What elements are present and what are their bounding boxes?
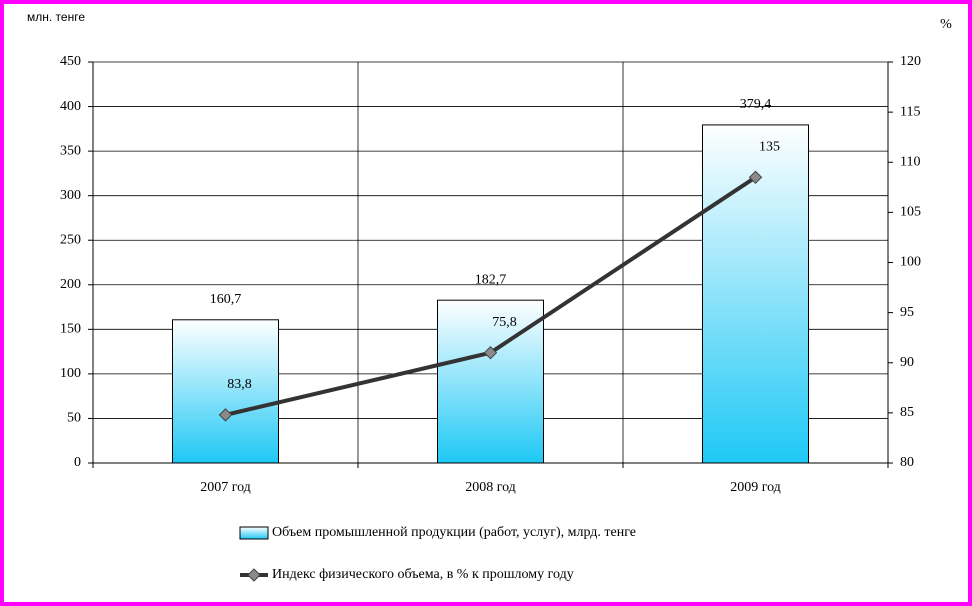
data-label: 379,4 (740, 97, 772, 112)
y2-axis-label: % (940, 17, 952, 32)
y-tick-label: 100 (60, 366, 81, 381)
bar (172, 319, 279, 464)
legend-label: Индекс физического объема, в % к прошлом… (272, 567, 574, 582)
y-tick-label: 350 (60, 143, 81, 158)
marker (748, 170, 763, 184)
y-tick-label: 0 (74, 455, 81, 470)
y2-tick-label: 120 (900, 54, 921, 69)
data-label: 160,7 (210, 292, 242, 307)
bar (437, 299, 544, 464)
data-label: 182,7 (475, 272, 507, 287)
annotation: 83,8 (227, 377, 252, 392)
y-tick-label: 150 (60, 322, 81, 337)
x-tick-label: 2008 год (465, 480, 516, 495)
y2-tick-label: 85 (900, 405, 914, 420)
y-tick-label: 250 (60, 232, 81, 247)
x-tick-label: 2009 год (730, 480, 781, 495)
y2-tick-label: 90 (900, 355, 914, 370)
y2-tick-label: 95 (900, 305, 914, 320)
y2-tick-label: 110 (900, 154, 920, 169)
y-tick-label: 450 (60, 54, 81, 69)
y2-tick-label: 105 (900, 205, 921, 220)
y-axis-label: млн. тенге (27, 10, 85, 24)
legend-label: Объем промышленной продукции (работ, усл… (272, 525, 636, 540)
legend-marker (247, 568, 261, 582)
legend-swatch (239, 526, 269, 540)
y-tick-label: 400 (60, 99, 81, 114)
y-tick-label: 300 (60, 188, 81, 203)
y-tick-label: 50 (67, 411, 81, 426)
annotation: 75,8 (492, 315, 517, 330)
y2-tick-label: 100 (900, 255, 921, 270)
marker (218, 408, 233, 422)
marker (483, 346, 498, 360)
x-tick-label: 2007 год (200, 480, 251, 495)
y2-tick-label: 115 (900, 104, 920, 119)
y-tick-label: 200 (60, 277, 81, 292)
annotation: 135 (759, 140, 780, 155)
y2-tick-label: 80 (900, 455, 914, 470)
